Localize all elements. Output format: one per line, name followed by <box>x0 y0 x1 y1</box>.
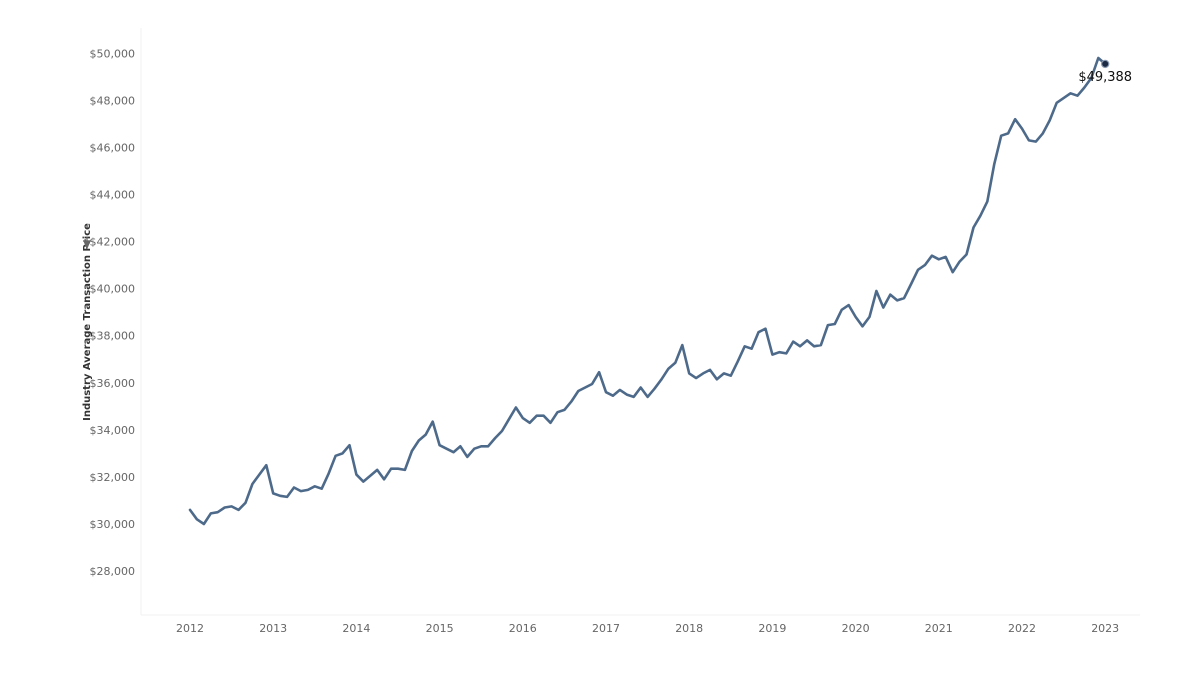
x-tick-label: 2022 <box>1008 622 1036 635</box>
end-value-label: $49,388 <box>1078 70 1132 85</box>
pin-icon <box>83 237 91 250</box>
series-layer <box>188 56 1110 526</box>
x-tick-label: 2016 <box>509 622 537 635</box>
x-tick-label: 2019 <box>758 622 786 635</box>
x-tick-label: 2023 <box>1091 622 1119 635</box>
end-point-marker <box>1100 59 1110 69</box>
plot-area <box>140 28 1140 616</box>
y-tick-label: $30,000 <box>90 518 136 531</box>
y-tick-label: $48,000 <box>90 94 136 107</box>
x-tick-label: 2020 <box>842 622 870 635</box>
x-axis-ticks: 2012 2013 2014 2015 2016 2017 2018 2019 2020 2021… <box>176 622 1119 635</box>
y-tick-label: $50,000 <box>90 47 136 60</box>
y-tick-label: $28,000 <box>90 565 136 578</box>
x-tick-label: 2014 <box>342 622 370 635</box>
x-tick-label: 2013 <box>259 622 287 635</box>
y-tick-label: $38,000 <box>90 330 136 343</box>
y-tick-label: $46,000 <box>90 141 136 154</box>
y-tick-label: $44,000 <box>90 189 136 202</box>
x-tick-label: 2012 <box>176 622 204 635</box>
series-line <box>188 56 1107 526</box>
x-tick-label: 2017 <box>592 622 620 635</box>
y-tick-label: $40,000 <box>90 283 136 296</box>
y-axis-ticks: $28,000 $30,000 $32,000 $34,000 $36,000 $38,0… <box>90 47 136 578</box>
y-axis-title-group: Industry Average Transaction Price <box>82 223 93 421</box>
y-tick-label: $34,000 <box>90 424 136 437</box>
y-tick-label: $36,000 <box>90 377 136 390</box>
y-axis-title: Industry Average Transaction Price <box>82 223 93 421</box>
x-tick-label: 2021 <box>925 622 953 635</box>
y-tick-label: $32,000 <box>90 471 136 484</box>
y-tick-label: $42,000 <box>90 236 136 249</box>
x-tick-label: 2015 <box>426 622 454 635</box>
x-tick-label: 2018 <box>675 622 703 635</box>
